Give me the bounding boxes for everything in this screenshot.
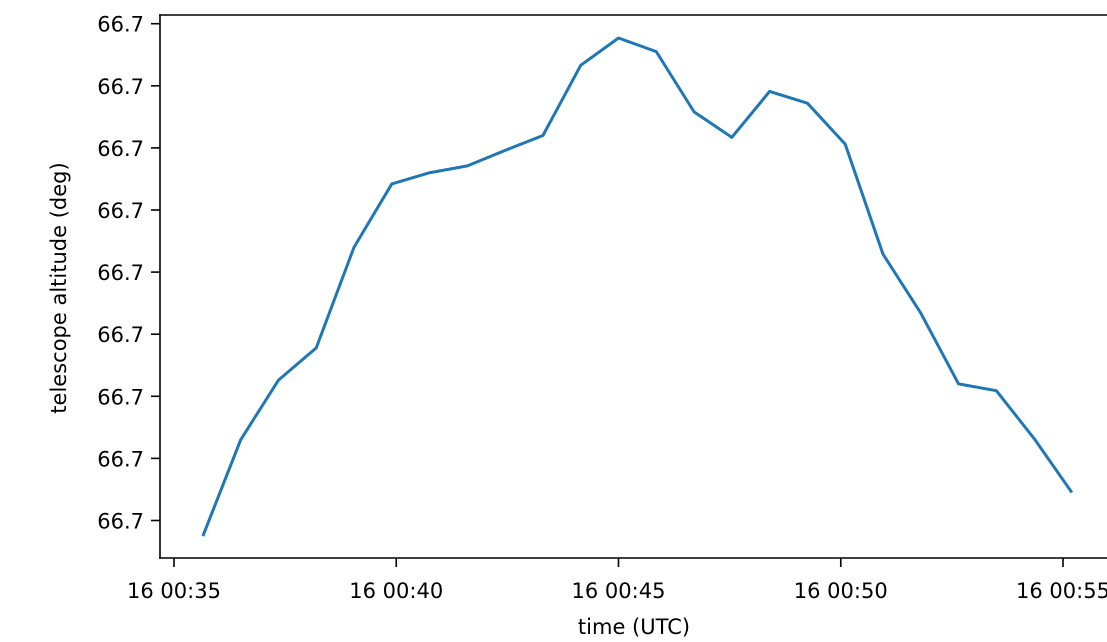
y-tick-label: 66.7 — [97, 261, 144, 285]
y-tick-label: 66.7 — [97, 75, 144, 99]
x-tick-label: 16 00:35 — [127, 579, 221, 603]
y-tick-label: 66.7 — [97, 199, 144, 223]
x-tick-label: 16 00:45 — [572, 579, 666, 603]
y-tick-label: 66.7 — [97, 447, 144, 471]
plot-area — [201, 36, 1074, 537]
x-tick-label: 16 00:40 — [349, 579, 443, 603]
y-axis: 66.7 66.7 66.7 66.7 66.7 66.7 66.7 66.7 66.7 — [97, 13, 160, 534]
series-line-1 — [201, 36, 1074, 537]
y-tick-label: 66.7 — [97, 385, 144, 409]
x-tick-label: 16 00:50 — [794, 579, 888, 603]
y-tick-label: 66.7 — [97, 323, 144, 347]
y-tick-label: 66.7 — [97, 137, 144, 161]
y-tick-label: 66.7 — [97, 510, 144, 534]
y-tick-label: 66.7 — [97, 13, 144, 37]
x-axis-label: time (UTC) — [578, 615, 690, 639]
x-axis: 16 00:35 16 00:40 16 00:45 16 00:50 16 00:55 — [127, 558, 1107, 603]
x-tick-label: 16 00:55 — [1016, 579, 1107, 603]
y-axis-label: telescope altitude (deg) — [47, 162, 71, 413]
